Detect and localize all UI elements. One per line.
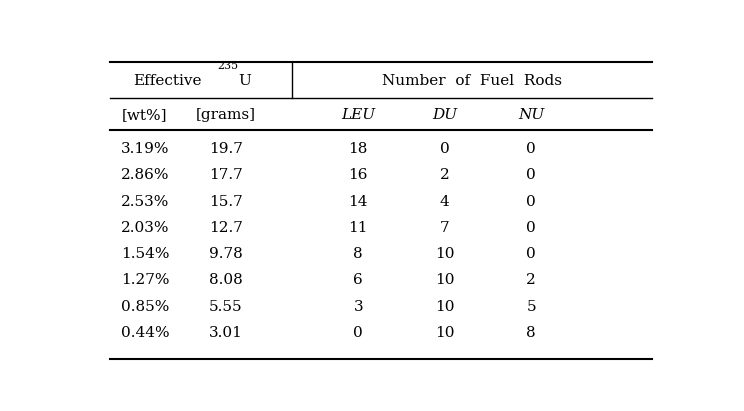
- Text: 19.7: 19.7: [208, 142, 243, 156]
- Text: 2.03%: 2.03%: [121, 221, 169, 235]
- Text: [wt%]: [wt%]: [122, 108, 167, 122]
- Text: 2: 2: [440, 168, 449, 182]
- Text: 0: 0: [526, 142, 536, 156]
- Text: 1.54%: 1.54%: [121, 247, 169, 261]
- Text: DU: DU: [432, 108, 458, 122]
- Text: 0: 0: [526, 247, 536, 261]
- Text: 5: 5: [527, 300, 536, 314]
- Text: Effective: Effective: [133, 74, 202, 88]
- Text: 0: 0: [526, 168, 536, 182]
- Text: 6: 6: [353, 273, 363, 287]
- Text: 1.27%: 1.27%: [121, 273, 169, 287]
- Text: 10: 10: [435, 273, 455, 287]
- Text: 3: 3: [353, 300, 363, 314]
- Text: NU: NU: [518, 108, 545, 122]
- Text: 11: 11: [348, 221, 368, 235]
- Text: 2.53%: 2.53%: [121, 194, 169, 208]
- Text: 0: 0: [440, 142, 449, 156]
- Text: 10: 10: [435, 300, 455, 314]
- Text: 12.7: 12.7: [208, 221, 243, 235]
- Text: LEU: LEU: [341, 108, 375, 122]
- Text: 4: 4: [440, 194, 449, 208]
- Text: 0.44%: 0.44%: [121, 326, 169, 340]
- Text: 7: 7: [440, 221, 449, 235]
- Text: 0: 0: [353, 326, 363, 340]
- Text: 235: 235: [217, 61, 238, 71]
- Text: 16: 16: [348, 168, 368, 182]
- Text: 0: 0: [526, 221, 536, 235]
- Text: 3.01: 3.01: [208, 326, 243, 340]
- Text: 10: 10: [435, 326, 455, 340]
- Text: 8.08: 8.08: [209, 273, 243, 287]
- Text: 8: 8: [353, 247, 363, 261]
- Text: 17.7: 17.7: [209, 168, 243, 182]
- Text: 0: 0: [526, 194, 536, 208]
- Text: U: U: [238, 74, 251, 88]
- Text: 8: 8: [527, 326, 536, 340]
- Text: 2: 2: [526, 273, 536, 287]
- Text: 10: 10: [435, 247, 455, 261]
- Text: 15.7: 15.7: [209, 194, 243, 208]
- Text: 18: 18: [348, 142, 368, 156]
- Text: 2.86%: 2.86%: [121, 168, 169, 182]
- Text: Number  of  Fuel  Rods: Number of Fuel Rods: [382, 74, 562, 88]
- Text: [grams]: [grams]: [196, 108, 256, 122]
- Text: 5.55: 5.55: [209, 300, 243, 314]
- Text: 14: 14: [348, 194, 368, 208]
- Text: 9.78: 9.78: [209, 247, 243, 261]
- Text: 0.85%: 0.85%: [121, 300, 169, 314]
- Text: 3.19%: 3.19%: [121, 142, 169, 156]
